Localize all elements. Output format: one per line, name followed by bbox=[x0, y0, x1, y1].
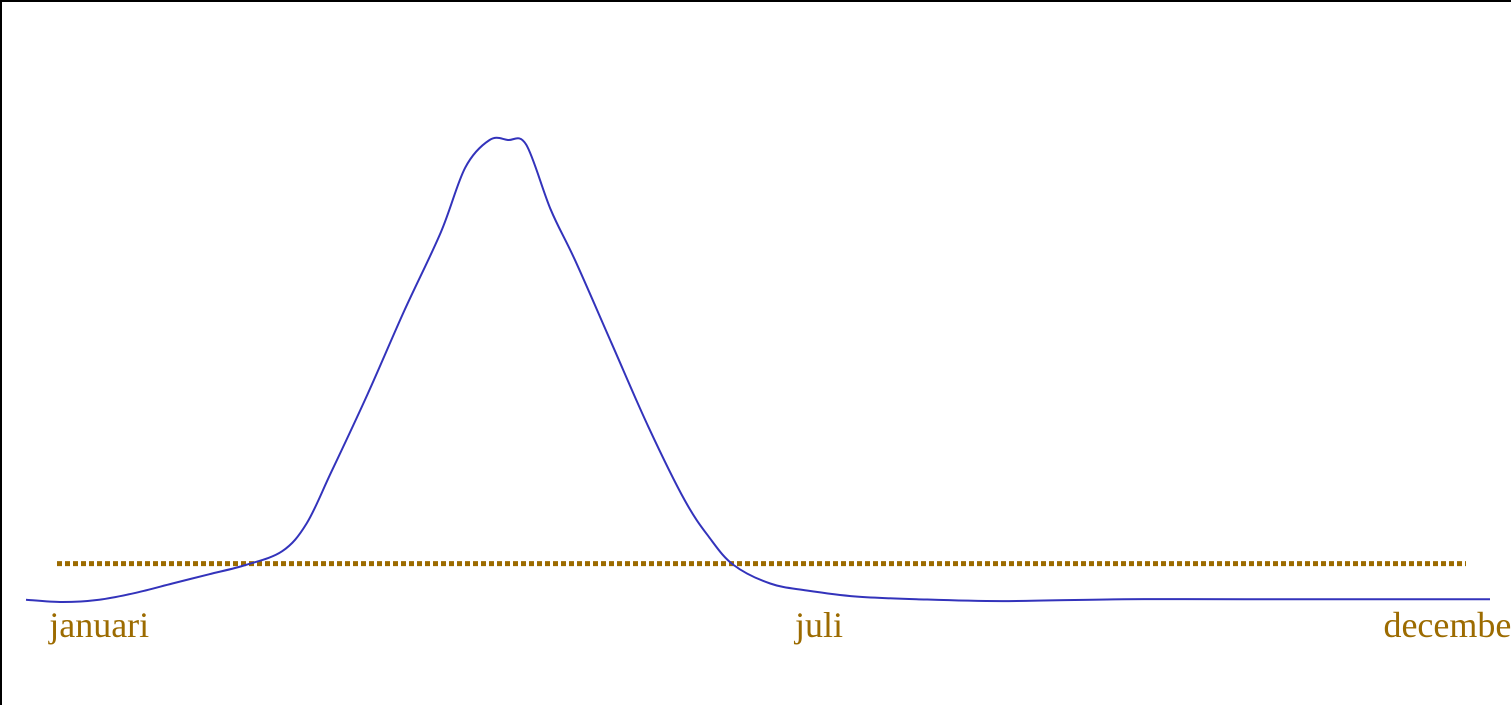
series-layer bbox=[25, 136, 1490, 603]
tick-label-juli: juli bbox=[793, 605, 843, 645]
tick-label-december: december bbox=[1383, 605, 1511, 645]
tick-label-layer: januari juli december bbox=[47, 605, 1511, 645]
tick-label-januari: januari bbox=[47, 605, 149, 645]
series-line-0 bbox=[25, 136, 1490, 603]
